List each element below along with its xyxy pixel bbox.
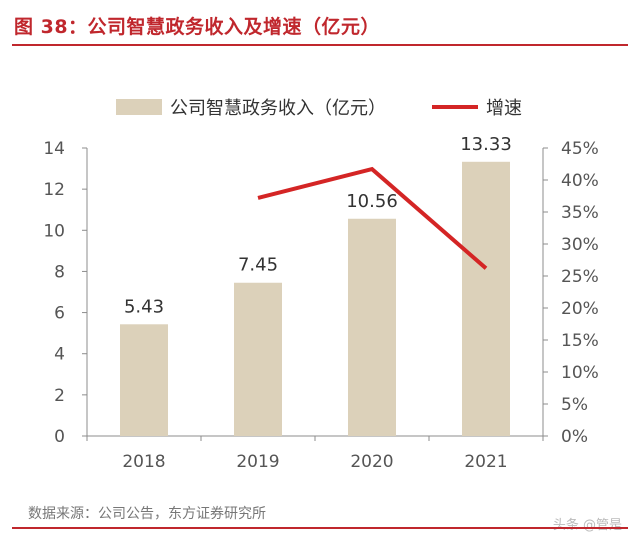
legend-label-revenue: 公司智慧政务收入（亿元）	[170, 98, 386, 119]
y-tick-label: 12	[43, 180, 65, 200]
bar	[462, 161, 510, 437]
bar-data-label: 10.56	[346, 191, 398, 212]
y-tick-label: 8	[54, 262, 65, 282]
title-divider	[12, 44, 628, 46]
legend-label-growth: 增速	[486, 98, 522, 119]
y-tick-label: 6	[54, 304, 65, 324]
x-tick-label: 2021	[464, 452, 507, 472]
y2-tick-label: 15%	[561, 331, 599, 351]
y2-tick-label: 20%	[561, 299, 599, 319]
y-tick-label: 4	[54, 345, 65, 365]
bar-data-label: 13.33	[460, 134, 512, 155]
x-tick-label: 2018	[122, 452, 165, 472]
legend-swatch-revenue	[116, 99, 162, 115]
y2-tick-label: 10%	[561, 363, 599, 383]
x-tick-label: 2019	[236, 452, 279, 472]
bar-data-label: 7.45	[238, 255, 278, 276]
footer-divider	[12, 527, 628, 529]
y-tick-label: 0	[54, 427, 65, 447]
y-tick-label: 14	[43, 139, 65, 159]
y2-tick-label: 40%	[561, 171, 599, 191]
bar	[348, 218, 396, 436]
y-tick-label: 10	[43, 221, 65, 241]
y2-tick-label: 25%	[561, 267, 599, 287]
figure-title: 图 38：公司智慧政务收入及增速（亿元）	[14, 16, 381, 38]
watermark: 头条 @管是	[552, 518, 622, 533]
growth-line	[257, 166, 488, 270]
x-tick-label: 2020	[350, 452, 393, 472]
y2-tick-label: 5%	[561, 395, 588, 415]
source-note: 数据来源：公司公告，东方证券研究所	[28, 506, 266, 522]
bar	[120, 324, 168, 436]
y2-tick-label: 45%	[561, 139, 599, 159]
bar	[234, 282, 282, 436]
y2-tick-label: 0%	[561, 427, 588, 447]
y-tick-label: 2	[54, 386, 65, 406]
y2-tick-label: 35%	[561, 203, 599, 223]
y2-tick-label: 30%	[561, 235, 599, 255]
bar-data-label: 5.43	[124, 296, 164, 317]
